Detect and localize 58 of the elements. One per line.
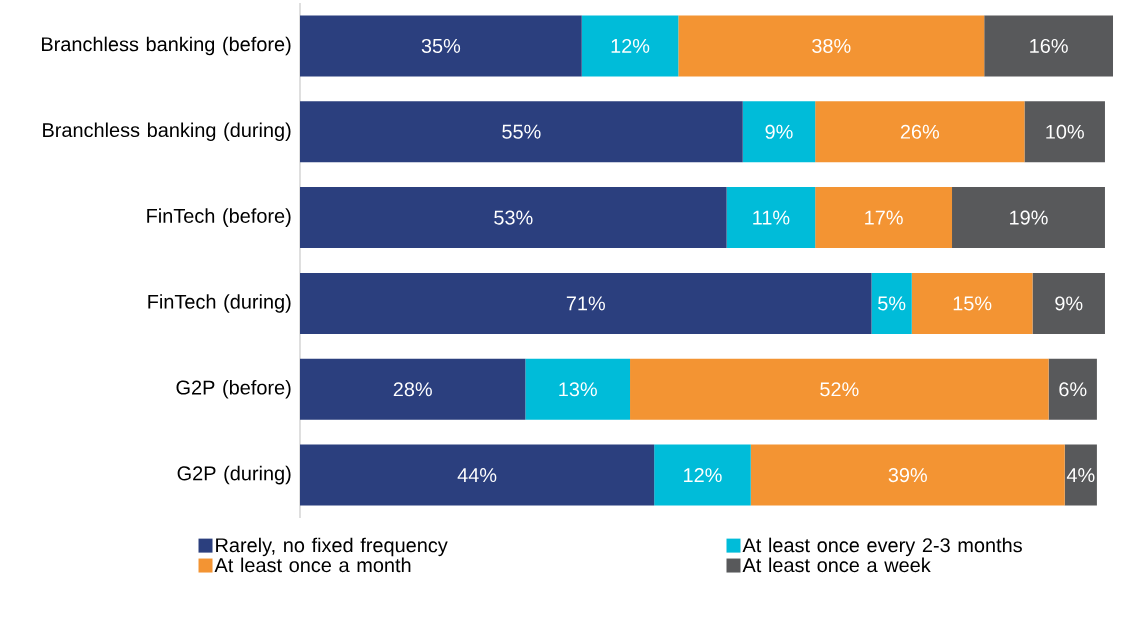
data-label: 35% xyxy=(421,38,461,53)
data-label: 55% xyxy=(502,124,541,139)
data-label: 28% xyxy=(393,382,432,397)
data-label: 38% xyxy=(812,38,851,53)
data-label: 16% xyxy=(1030,38,1068,53)
bar xyxy=(750,444,1065,506)
bar xyxy=(300,101,743,163)
bar xyxy=(300,187,727,249)
data-label: 11% xyxy=(753,210,790,225)
bar xyxy=(630,358,1049,420)
y-tick-label: Branchless banking (before) xyxy=(42,36,291,56)
data-label: 13% xyxy=(559,382,597,397)
bar xyxy=(815,101,1025,163)
bar xyxy=(742,101,816,163)
bar xyxy=(952,187,1105,249)
bar xyxy=(300,15,582,77)
y-tick-label: Branchless banking (during) xyxy=(43,122,291,142)
data-label: 6% xyxy=(1059,382,1087,397)
data-label: 26% xyxy=(900,124,940,139)
bar xyxy=(654,444,751,506)
bar xyxy=(871,272,912,334)
bar xyxy=(911,272,1033,334)
legend-label: At least once every 2-3 months xyxy=(742,537,1022,557)
y-tick-label: G2P (during) xyxy=(177,465,291,485)
bar xyxy=(1064,444,1097,506)
bar xyxy=(815,187,953,249)
bar xyxy=(726,187,816,249)
data-label: 52% xyxy=(820,382,859,397)
data-label: 9% xyxy=(765,124,793,139)
data-label: 44% xyxy=(457,468,497,483)
data-label: 5% xyxy=(878,296,906,311)
legend-label: Rarely, no fixed frequency xyxy=(216,537,448,557)
data-label: 53% xyxy=(494,210,533,225)
data-label: 10% xyxy=(1046,124,1084,139)
data-label: 4% xyxy=(1066,468,1095,483)
bar xyxy=(581,15,679,77)
legend-label: At least once a week xyxy=(742,557,931,573)
bar xyxy=(1032,272,1105,334)
data-label: 9% xyxy=(1055,296,1083,311)
y-tick-label: G2P (before) xyxy=(176,379,291,399)
data-label: 71% xyxy=(566,296,605,311)
bar xyxy=(984,15,1114,77)
bar xyxy=(300,272,872,334)
data-label: 12% xyxy=(684,468,722,483)
bar xyxy=(678,15,985,77)
legend-label: At least once a month xyxy=(214,557,411,573)
bar xyxy=(1048,358,1097,420)
data-label: 12% xyxy=(611,38,650,53)
bar xyxy=(300,358,526,420)
bar xyxy=(1024,101,1105,163)
bar xyxy=(525,358,631,420)
y-tick-label: FinTech (before) xyxy=(147,208,291,227)
data-label: 39% xyxy=(888,468,927,483)
data-label: 15% xyxy=(953,296,992,311)
y-tick-label: FinTech (during) xyxy=(148,294,291,313)
bar xyxy=(300,444,655,506)
data-label: 19% xyxy=(1010,210,1048,225)
data-label: 17% xyxy=(865,210,903,225)
